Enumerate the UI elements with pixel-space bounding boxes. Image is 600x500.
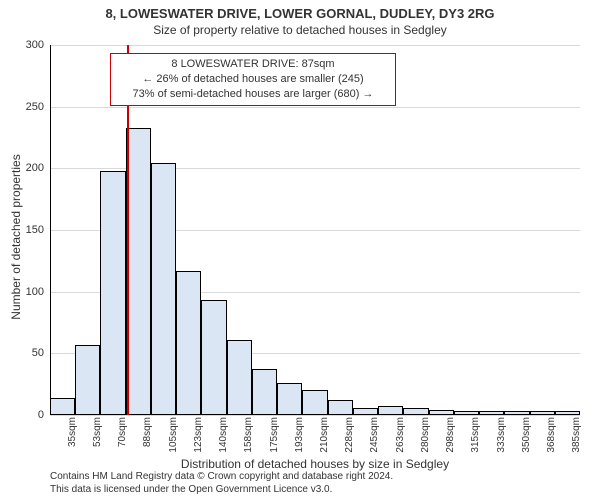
histogram-bar: [126, 128, 151, 415]
ytick-label: 250: [26, 101, 44, 113]
x-axis-label: Distribution of detached houses by size …: [50, 457, 580, 471]
xtick-label: 263sqm: [395, 417, 406, 453]
histogram-bar: [302, 390, 327, 415]
xtick-label: 158sqm: [243, 417, 254, 453]
histogram-bar: [252, 369, 277, 415]
xtick-label: 210sqm: [319, 417, 330, 453]
plot-area: 05010015020025030035sqm53sqm70sqm88sqm10…: [50, 45, 580, 415]
xtick-label: 53sqm: [92, 417, 103, 447]
histogram-bar: [227, 340, 252, 415]
chart-area: Number of detached properties 0501001502…: [50, 45, 580, 415]
page-subtitle: Size of property relative to detached ho…: [0, 23, 600, 37]
gridline: [50, 45, 580, 46]
xtick-label: 105sqm: [168, 417, 179, 453]
xtick-label: 350sqm: [521, 417, 532, 453]
xtick-label: 333sqm: [496, 417, 507, 453]
histogram-bar: [75, 345, 100, 415]
xtick-label: 193sqm: [294, 417, 305, 453]
xtick-label: 70sqm: [117, 417, 128, 447]
histogram-bar: [176, 271, 201, 415]
y-axis-label: Number of detached properties: [9, 147, 23, 327]
xtick-label: 245sqm: [369, 417, 380, 453]
xtick-label: 140sqm: [218, 417, 229, 453]
xtick-label: 228sqm: [344, 417, 355, 453]
xtick-label: 368sqm: [546, 417, 557, 453]
xtick-label: 315sqm: [470, 417, 481, 453]
histogram-bar: [277, 383, 302, 415]
xtick-label: 385sqm: [571, 417, 582, 453]
annotation-line: 8 LOWESWATER DRIVE: 87sqm: [117, 57, 389, 72]
ytick-label: 300: [26, 39, 44, 51]
ytick-label: 100: [26, 286, 44, 298]
x-axis-line: [50, 414, 580, 415]
ytick-label: 150: [26, 224, 44, 236]
xtick-label: 35sqm: [67, 417, 78, 447]
histogram-bar: [50, 398, 75, 415]
annotation-line: ← 26% of detached houses are smaller (24…: [117, 72, 389, 87]
title-block: 8, LOWESWATER DRIVE, LOWER GORNAL, DUDLE…: [0, 0, 600, 37]
footer-line-2: This data is licensed under the Open Gov…: [50, 484, 580, 497]
xtick-label: 123sqm: [193, 417, 204, 453]
xtick-label: 175sqm: [269, 417, 280, 453]
ytick-label: 0: [38, 409, 44, 421]
gridline: [50, 107, 580, 108]
annotation-box: 8 LOWESWATER DRIVE: 87sqm← 26% of detach…: [110, 53, 396, 106]
annotation-line: 73% of semi-detached houses are larger (…: [117, 87, 389, 102]
histogram-bar: [100, 171, 125, 415]
histogram-bar: [201, 300, 226, 415]
footer: Contains HM Land Registry data © Crown c…: [50, 471, 580, 496]
xtick-label: 88sqm: [142, 417, 153, 447]
y-axis-label-wrap: Number of detached properties: [6, 45, 20, 415]
footer-line-1: Contains HM Land Registry data © Crown c…: [50, 471, 580, 484]
histogram-bar: [151, 163, 176, 415]
xtick-label: 280sqm: [420, 417, 431, 453]
ytick-label: 200: [26, 162, 44, 174]
y-axis-line: [50, 45, 51, 415]
histogram-bar: [328, 400, 353, 415]
page-title: 8, LOWESWATER DRIVE, LOWER GORNAL, DUDLE…: [0, 6, 600, 21]
ytick-label: 50: [32, 347, 44, 359]
xtick-label: 298sqm: [445, 417, 456, 453]
gridline: [50, 415, 580, 416]
